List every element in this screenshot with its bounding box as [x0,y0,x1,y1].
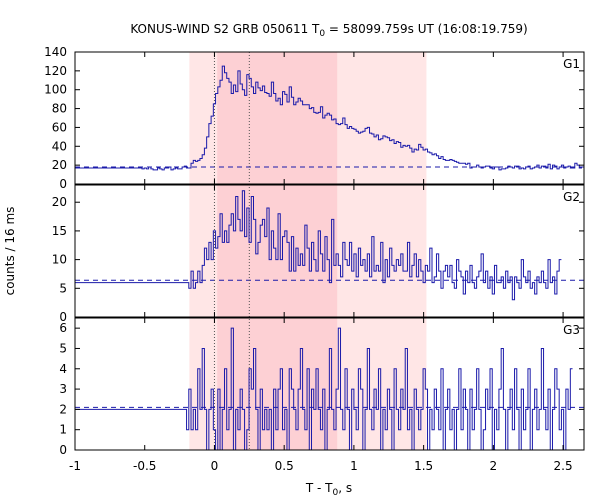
y-tick-label-g1: 120 [44,64,67,78]
chart-title-subscript: 0 [319,29,325,39]
shaded-intervals [189,52,427,450]
panel-frame-g3 [74,317,585,451]
panel-label-g3: G3 [563,323,580,337]
x-tick-label: -1 [69,459,81,473]
lightcurve-g3 [75,327,573,450]
chart-title-rest: = 58099.759s UT (16:08:19.759) [325,22,528,36]
x-tick-label: 0 [211,459,219,473]
y-tick-label-g3: 2 [59,402,67,416]
y-tick-label-g1: 140 [44,45,67,59]
y-tick-label-g1: 20 [52,158,67,172]
x-tick-label: 1 [350,459,358,473]
y-tick-label-g1: 40 [52,139,67,153]
y-tick-label-g1: 60 [52,120,67,134]
y-tick-label-g2: 15 [52,224,67,238]
lightcurve-g1 [75,65,584,171]
y-tick-label-g2: 10 [52,253,67,267]
y-tick-label-g3: 1 [59,423,67,437]
panel-frame-g1 [74,51,585,185]
time-markers [213,52,250,450]
x-axis-label-main: T - T [305,481,333,495]
lightcurve-series [75,65,584,450]
x-tick-label: 2.5 [554,459,573,473]
x-tick-label: 0.5 [275,459,294,473]
y-tick-label-g3: 0 [59,443,67,457]
y-tick-label-g3: 3 [59,382,67,396]
y-tick-label-g2: 20 [52,195,67,209]
panel-label-g1: G1 [563,57,580,71]
y-tick-label-g1: 80 [52,102,67,116]
shaded-interval-2 [217,52,338,450]
y-tick-label-g3: 6 [59,321,67,335]
y-tick-label-g3: 4 [59,362,67,376]
panel-labels: G1 G2 G3 [563,57,580,337]
y-tick-label-g1: 0 [59,177,67,191]
panel-frames [74,51,585,451]
lightcurve-g2 [75,190,562,301]
chart-title: KONUS-WIND S2 GRB 050611 T0 = 58099.759s… [130,22,527,39]
x-tick-label: -0.5 [133,459,156,473]
y-axis-label: counts / 16 ms [3,207,17,296]
x-axis-label: T - T0, s [305,481,352,498]
y-tick-label-g3: 5 [59,341,67,355]
y-tick-label-g2: 5 [59,281,67,295]
x-axis-label-subscript: 0 [333,488,339,498]
y-tick-label-g1: 100 [44,83,67,97]
x-axis-label-rest: , s [338,481,352,495]
chart-title-main: KONUS-WIND S2 GRB 050611 T [130,22,320,36]
panel-label-g2: G2 [563,190,580,204]
y-tick-label-g2: 0 [59,310,67,324]
x-tick-label: 2 [490,459,498,473]
panel-frame-g2 [74,184,585,318]
x-tick-label: 1.5 [414,459,433,473]
